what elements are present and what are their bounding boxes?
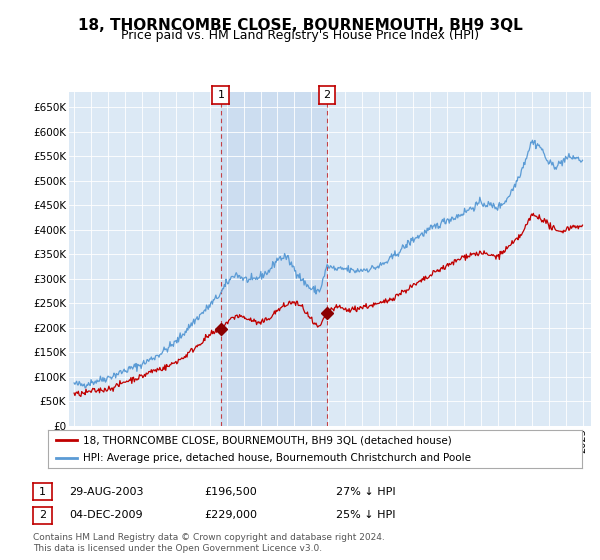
Bar [221, 92, 327, 426]
Text: 04-DEC-2009: 04-DEC-2009 [69, 510, 143, 520]
Text: 29-AUG-2003: 29-AUG-2003 [69, 487, 143, 497]
Text: Price paid vs. HM Land Registry's House Price Index (HPI): Price paid vs. HM Land Registry's House … [121, 29, 479, 42]
Text: 18, THORNCOMBE CLOSE, BOURNEMOUTH, BH9 3QL (detached house): 18, THORNCOMBE CLOSE, BOURNEMOUTH, BH9 3… [83, 435, 451, 445]
Text: 18, THORNCOMBE CLOSE, BOURNEMOUTH, BH9 3QL: 18, THORNCOMBE CLOSE, BOURNEMOUTH, BH9 3… [77, 18, 523, 33]
Text: HPI: Average price, detached house, Bournemouth Christchurch and Poole: HPI: Average price, detached house, Bour… [83, 454, 471, 464]
Text: 2: 2 [39, 510, 46, 520]
Text: Contains HM Land Registry data © Crown copyright and database right 2024.
This d: Contains HM Land Registry data © Crown c… [33, 534, 385, 553]
Text: 1: 1 [217, 90, 224, 100]
Text: £196,500: £196,500 [204, 487, 257, 497]
Text: 25% ↓ HPI: 25% ↓ HPI [336, 510, 395, 520]
Text: 2: 2 [323, 90, 331, 100]
Text: £229,000: £229,000 [204, 510, 257, 520]
Text: 27% ↓ HPI: 27% ↓ HPI [336, 487, 395, 497]
Text: 1: 1 [39, 487, 46, 497]
